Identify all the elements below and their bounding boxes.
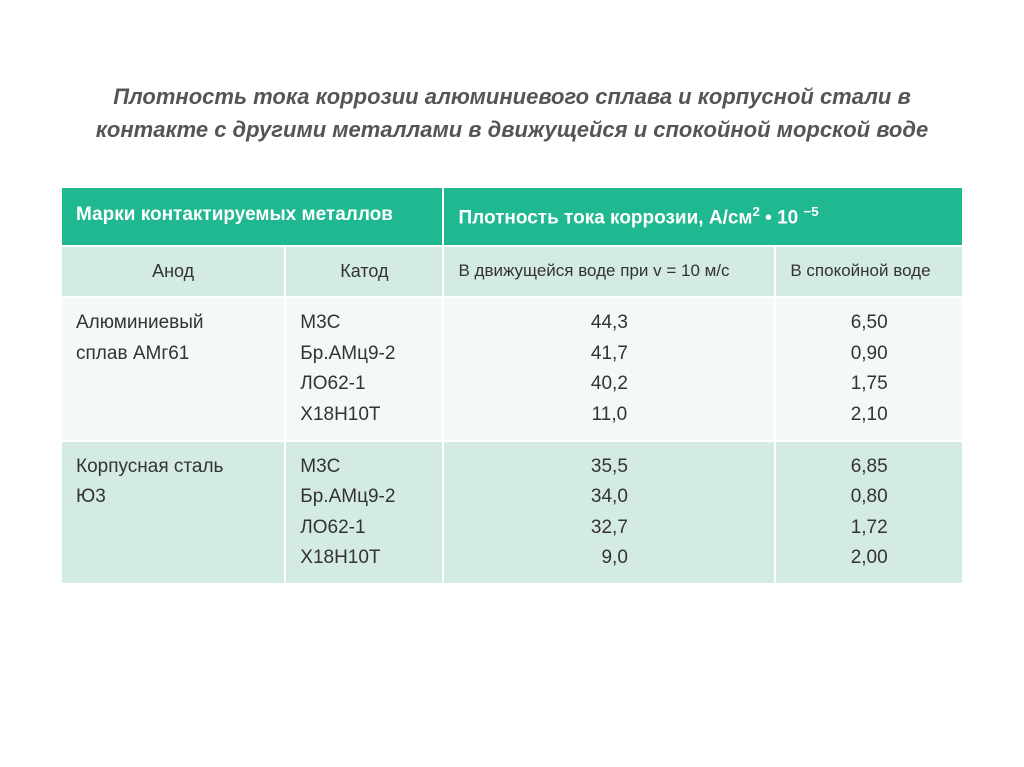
- header-metals: Марки контактируемых металлов: [61, 187, 443, 246]
- cell-moving: 35,534,032,7 9,0: [443, 441, 775, 585]
- cell-anode: Алюминиевыйсплав АМг61: [61, 297, 285, 441]
- cell-cathodes: М3СБр.АМц9-2ЛО62-1Х18Н10Т: [285, 297, 443, 441]
- table-header-main: Марки контактируемых металлов Плотность …: [61, 187, 963, 246]
- cell-moving: 44,341,740,211,0: [443, 297, 775, 441]
- cell-calm: 6,500,901,752,10: [775, 297, 963, 441]
- table-row: Корпусная стальЮ3 М3СБр.АМц9-2ЛО62-1Х18Н…: [61, 441, 963, 585]
- data-table: Марки контактируемых металлов Плотность …: [60, 186, 964, 585]
- cell-anode: Корпусная стальЮ3: [61, 441, 285, 585]
- table-row: Алюминиевыйсплав АМг61 М3СБр.АМц9-2ЛО62-…: [61, 297, 963, 441]
- subheader-moving: В движущейся воде при v = 10 м/с: [443, 246, 775, 297]
- cell-calm: 6,850,801,722,00: [775, 441, 963, 585]
- header-density: Плотность тока коррозии, А/см2 • 10 −5: [443, 187, 963, 246]
- table-header-sub: Анод Катод В движущейся воде при v = 10 …: [61, 246, 963, 297]
- page-title: Плотность тока коррозии алюминиевого спл…: [60, 80, 964, 146]
- subheader-cathode: Катод: [285, 246, 443, 297]
- cell-cathodes: М3СБр.АМц9-2ЛО62-1Х18Н10Т: [285, 441, 443, 585]
- subheader-anode: Анод: [61, 246, 285, 297]
- subheader-calm: В спокойной воде: [775, 246, 963, 297]
